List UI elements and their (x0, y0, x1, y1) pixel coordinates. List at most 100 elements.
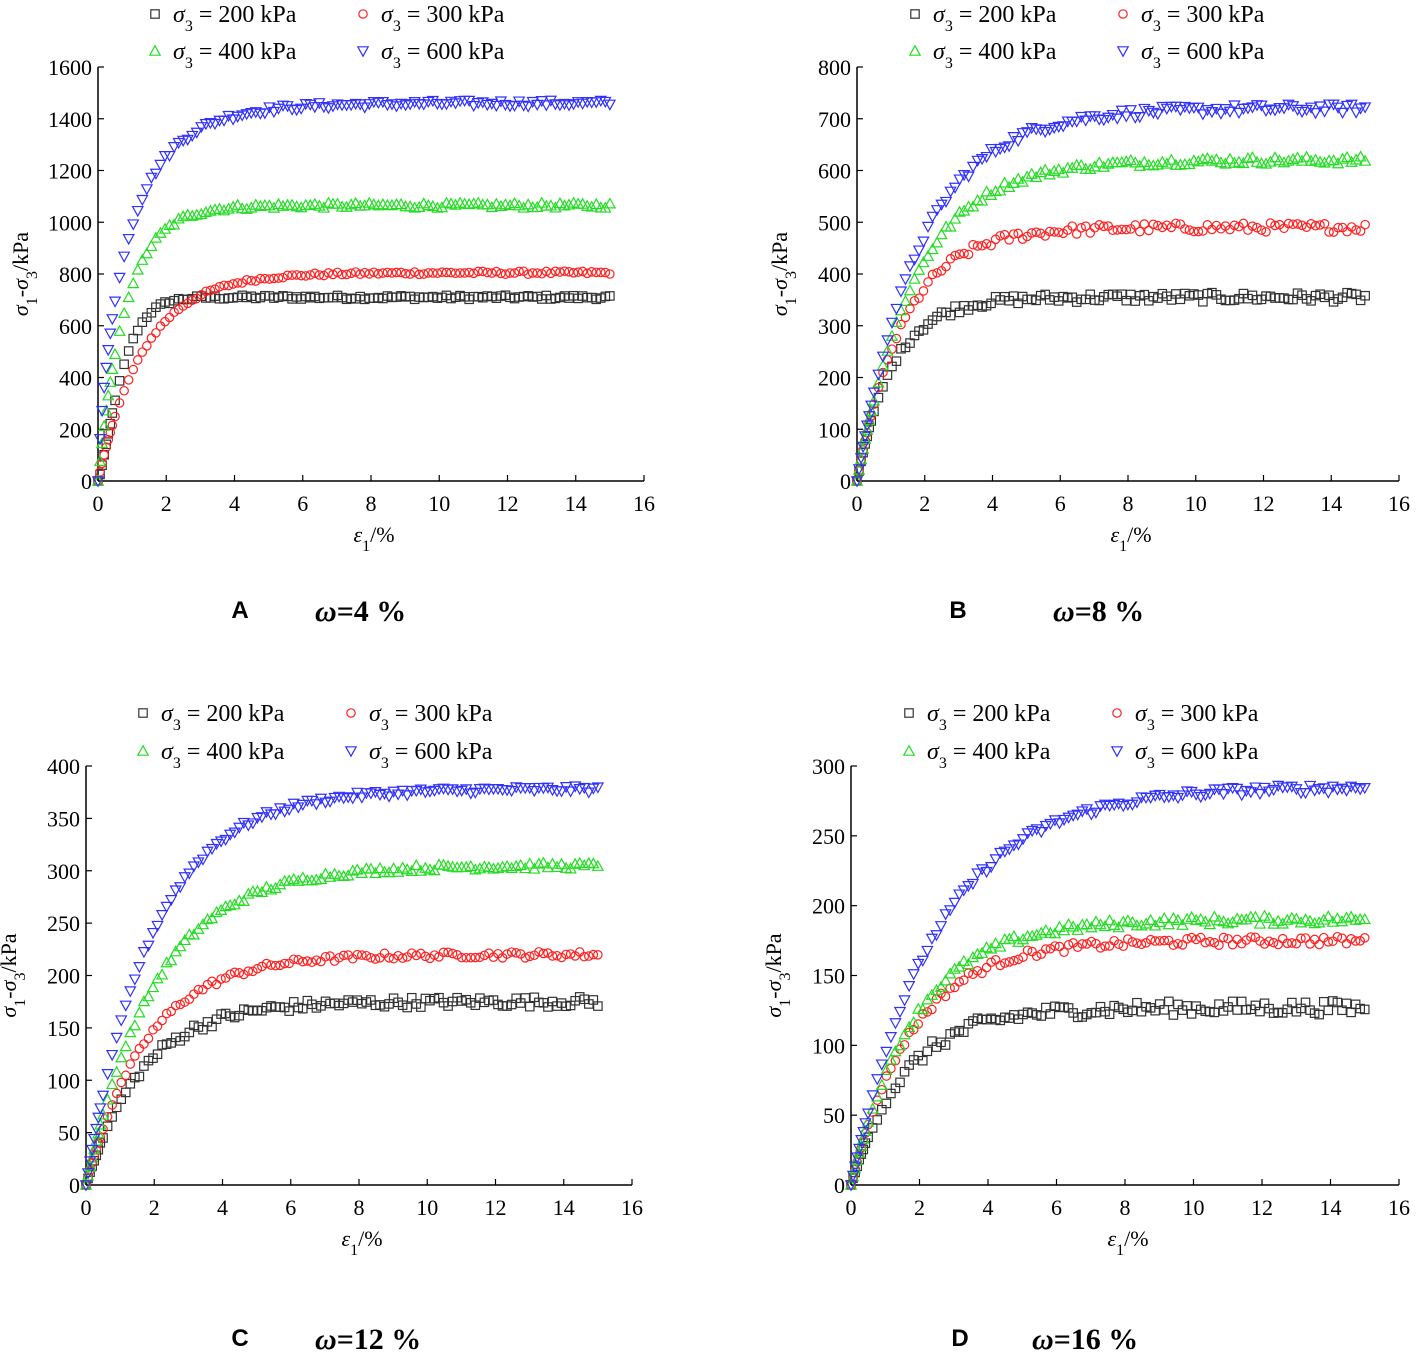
data-series (79, 856, 605, 1190)
data-point (505, 268, 515, 278)
data-point (473, 862, 487, 874)
data-series (844, 909, 1371, 1190)
data-point (1308, 916, 1321, 929)
x-tick-label: 2 (919, 491, 930, 516)
data-point (981, 239, 992, 249)
legend-marker (902, 744, 916, 756)
data-point (166, 1006, 176, 1017)
legend-subscript: 3 (173, 717, 181, 734)
legend-subscript: 3 (939, 755, 947, 772)
data-point (1145, 934, 1156, 945)
data-point (400, 790, 414, 802)
y-axis-label-subscript: 3 (24, 271, 41, 279)
data-point (1067, 221, 1078, 231)
data-point (913, 1019, 924, 1029)
data-point (331, 197, 344, 209)
data-point (966, 950, 980, 963)
data-point (1205, 107, 1219, 119)
data-point (372, 199, 385, 211)
legend-label: σ3 = 300 kPa (1135, 701, 1259, 734)
data-point (432, 268, 443, 279)
data-point (1290, 784, 1303, 796)
data-series (93, 266, 615, 486)
y-axis-label: σ1-σ3/kPa (8, 232, 41, 316)
data-point (1004, 235, 1014, 245)
data-point (1151, 158, 1165, 170)
data-point (352, 949, 363, 960)
data-point (1135, 919, 1148, 931)
data-point (891, 356, 902, 366)
data-point (270, 960, 281, 971)
legend-symbol: σ (927, 701, 940, 727)
data-point (249, 107, 263, 119)
data-point (475, 952, 485, 963)
data-point (473, 266, 484, 277)
legend-subscript: 3 (1147, 717, 1155, 734)
y-tick-label: 1600 (48, 55, 92, 80)
data-point (989, 854, 1002, 866)
data-point (989, 184, 1002, 197)
data-point (1232, 107, 1246, 120)
data-point (1340, 150, 1354, 163)
data-point (975, 946, 989, 958)
data-point (1165, 153, 1178, 165)
data-point (250, 276, 261, 286)
data-point (105, 1049, 119, 1062)
data-point (1002, 180, 1016, 192)
data-point (332, 267, 343, 278)
data-point (346, 864, 359, 876)
data-point (1304, 154, 1318, 166)
data-point (364, 269, 375, 279)
data-point (120, 1070, 131, 1081)
legend-label: σ3 = 200 kPa (927, 701, 1051, 734)
legend-marker (346, 708, 356, 718)
data-point (514, 858, 527, 871)
data-point (357, 950, 367, 960)
data-point (113, 272, 126, 285)
data-point (927, 1004, 937, 1015)
legend-marker (1110, 746, 1124, 758)
data-point (178, 933, 191, 946)
data-point (1319, 218, 1330, 229)
data-point (332, 791, 346, 803)
data-point (903, 284, 917, 296)
data-point (117, 306, 131, 319)
legend-marker (356, 46, 370, 58)
data-point (402, 1002, 413, 1013)
data-point (934, 980, 948, 992)
data-point (269, 273, 279, 284)
data-point (1358, 912, 1371, 925)
data-point (464, 859, 477, 872)
data-point (255, 812, 269, 824)
data-point (953, 205, 966, 217)
y-tick-label: 700 (818, 107, 851, 132)
data-point (1230, 783, 1244, 795)
data-point (470, 952, 481, 963)
y-axis-label-subscript: 1 (777, 999, 794, 1007)
data-point (1287, 938, 1297, 948)
data-point (898, 995, 911, 1007)
data-point (1288, 219, 1298, 230)
data-point (1089, 915, 1103, 927)
legend-symbol: σ (369, 701, 382, 727)
data-point (314, 872, 328, 884)
panel-label: C (231, 1325, 248, 1352)
data-point (1317, 913, 1330, 925)
legend-label: σ3 = 600 kPa (1135, 739, 1259, 772)
data-point (1229, 220, 1240, 231)
data-point (1286, 101, 1300, 113)
data-point (269, 881, 282, 893)
legend-text: = 600 kPa (389, 739, 493, 765)
legend-text: = 600 kPa (1155, 739, 1259, 765)
data-point (1193, 226, 1204, 237)
data-point (917, 1055, 928, 1066)
data-point (282, 804, 296, 816)
data-point (320, 951, 331, 962)
x-tick-label: 10 (1183, 1195, 1205, 1220)
data-point (957, 169, 971, 182)
panel-title-symbol: ω (1053, 595, 1075, 628)
data-point (1318, 106, 1331, 118)
x-axis-label-subscript: 1 (350, 1242, 358, 1259)
data-point (146, 927, 160, 940)
